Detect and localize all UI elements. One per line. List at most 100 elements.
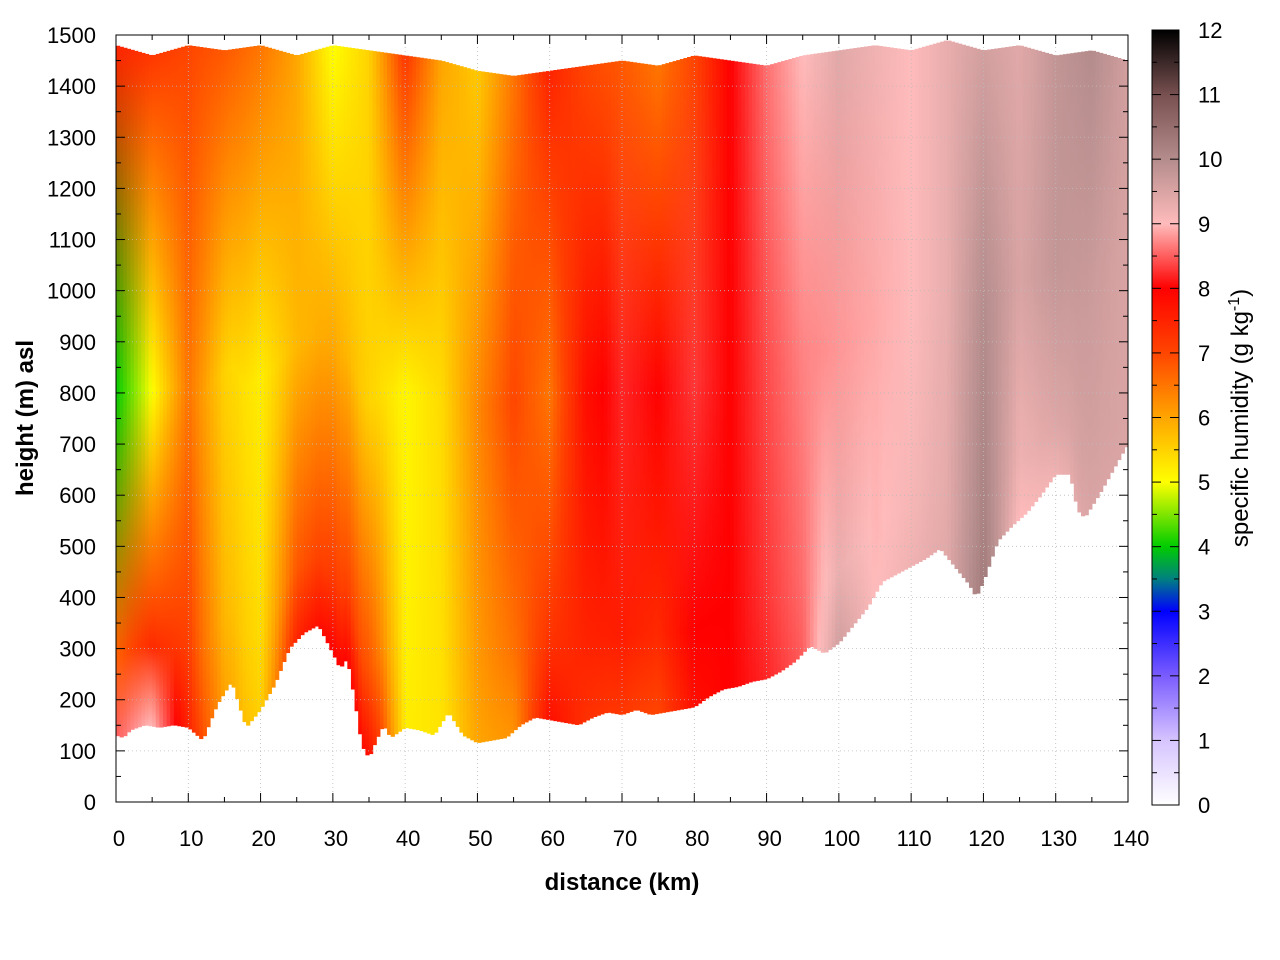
humidity-column xyxy=(809,54,815,648)
humidity-column xyxy=(911,49,916,566)
humidity-column xyxy=(650,64,656,715)
colorbar-tick-label: 1 xyxy=(1198,728,1210,753)
humidity-column xyxy=(672,61,677,711)
humidity-column xyxy=(488,72,493,741)
humidity-column xyxy=(596,63,601,716)
humidity-column xyxy=(538,72,544,719)
humidity-column xyxy=(329,45,334,651)
humidity-column xyxy=(452,64,457,722)
humidity-column xyxy=(202,47,207,737)
humidity-column xyxy=(195,46,200,736)
x-tick-label: 110 xyxy=(897,826,932,851)
humidity-column xyxy=(578,66,583,725)
humidity-column xyxy=(575,66,580,725)
humidity-column xyxy=(564,68,569,724)
humidity-column xyxy=(842,49,847,637)
humidity-column xyxy=(1015,45,1021,522)
humidity-column xyxy=(484,72,489,742)
humidity-column xyxy=(593,64,598,717)
humidity-column xyxy=(419,57,424,732)
humidity-column xyxy=(846,49,851,633)
humidity-column xyxy=(246,47,251,726)
humidity-column xyxy=(614,61,619,715)
y-tick-label: 1500 xyxy=(47,23,96,48)
humidity-column xyxy=(1113,56,1118,467)
humidity-column xyxy=(994,48,999,547)
humidity-column xyxy=(289,53,294,647)
colorbar-title-close: ) xyxy=(1227,289,1254,297)
humidity-column xyxy=(137,51,142,728)
colorbar-tick-label: 5 xyxy=(1198,470,1210,495)
colorbar-ticks xyxy=(1152,29,1179,806)
humidity-column xyxy=(285,52,291,654)
humidity-column xyxy=(658,65,663,714)
y-tick-label: 100 xyxy=(59,739,96,764)
humidity-column xyxy=(542,71,547,720)
humidity-column xyxy=(921,46,927,561)
colorbar-tick-label: 9 xyxy=(1198,212,1210,237)
humidity-column xyxy=(509,75,515,734)
colorbar-tick-label: 7 xyxy=(1198,341,1210,366)
humidity-column xyxy=(152,54,157,727)
x-tick-label: 90 xyxy=(757,826,781,851)
humidity-column xyxy=(755,64,760,681)
humidity-column xyxy=(394,54,399,735)
y-axis-title: height (m) asl xyxy=(12,340,39,496)
y-axis-tick-labels: 0 100 200 300 400 500 600 700 800 900 1000 1100 1200… xyxy=(47,23,96,815)
humidity-column xyxy=(817,53,822,651)
colorbar-tick-label: 11 xyxy=(1198,83,1221,108)
axis-ticks xyxy=(115,34,1129,803)
humidity-column xyxy=(781,61,786,671)
humidity-column xyxy=(260,45,265,707)
x-tick-label: 40 xyxy=(396,826,420,851)
humidity-column xyxy=(1081,51,1086,517)
humidity-column xyxy=(560,69,565,723)
humidity-column xyxy=(603,62,609,714)
humidity-column xyxy=(376,51,381,737)
humidity-column xyxy=(1005,47,1010,532)
humidity-column xyxy=(860,47,865,615)
humidity-column xyxy=(762,65,768,680)
humidity-column xyxy=(715,58,721,693)
humidity-column xyxy=(925,45,930,558)
x-tick-label: 70 xyxy=(613,826,637,851)
colorbar-title: specific humidity (g kg-1) xyxy=(1226,289,1254,547)
humidity-column xyxy=(379,52,385,730)
humidity-column xyxy=(567,67,572,724)
humidity-column xyxy=(784,60,789,668)
humidity-column xyxy=(838,50,844,642)
humidity-column xyxy=(144,53,150,726)
humidity-column xyxy=(806,54,811,648)
humidity-column xyxy=(1084,51,1089,516)
humidity-column xyxy=(936,42,941,551)
humidity-column xyxy=(271,48,276,688)
humidity-column xyxy=(437,60,442,727)
humidity-column xyxy=(705,57,710,699)
humidity-column xyxy=(1106,54,1111,480)
humidity-column xyxy=(134,50,139,729)
humidity-column xyxy=(1109,55,1115,473)
humidity-column xyxy=(350,48,356,690)
humidity-column xyxy=(885,47,891,580)
humidity-column xyxy=(719,59,724,691)
humidity-column xyxy=(632,62,638,711)
humidity-column xyxy=(307,51,312,631)
humidity-field xyxy=(116,40,1128,756)
humidity-column xyxy=(968,46,974,588)
humidity-column xyxy=(965,45,970,583)
humidity-column xyxy=(448,63,453,716)
humidity-column xyxy=(625,61,630,714)
humidity-column xyxy=(1023,46,1028,515)
humidity-column xyxy=(502,74,507,739)
humidity-column xyxy=(444,62,450,716)
humidity-column xyxy=(401,55,406,730)
humidity-column xyxy=(1062,54,1068,475)
humidity-column xyxy=(582,65,587,723)
humidity-column xyxy=(770,64,775,677)
y-tick-label: 400 xyxy=(59,585,96,610)
colorbar-tick-label: 0 xyxy=(1198,793,1210,818)
humidity-column xyxy=(654,65,659,715)
humidity-column xyxy=(535,72,540,718)
humidity-column xyxy=(932,43,938,553)
humidity-column xyxy=(282,51,287,663)
